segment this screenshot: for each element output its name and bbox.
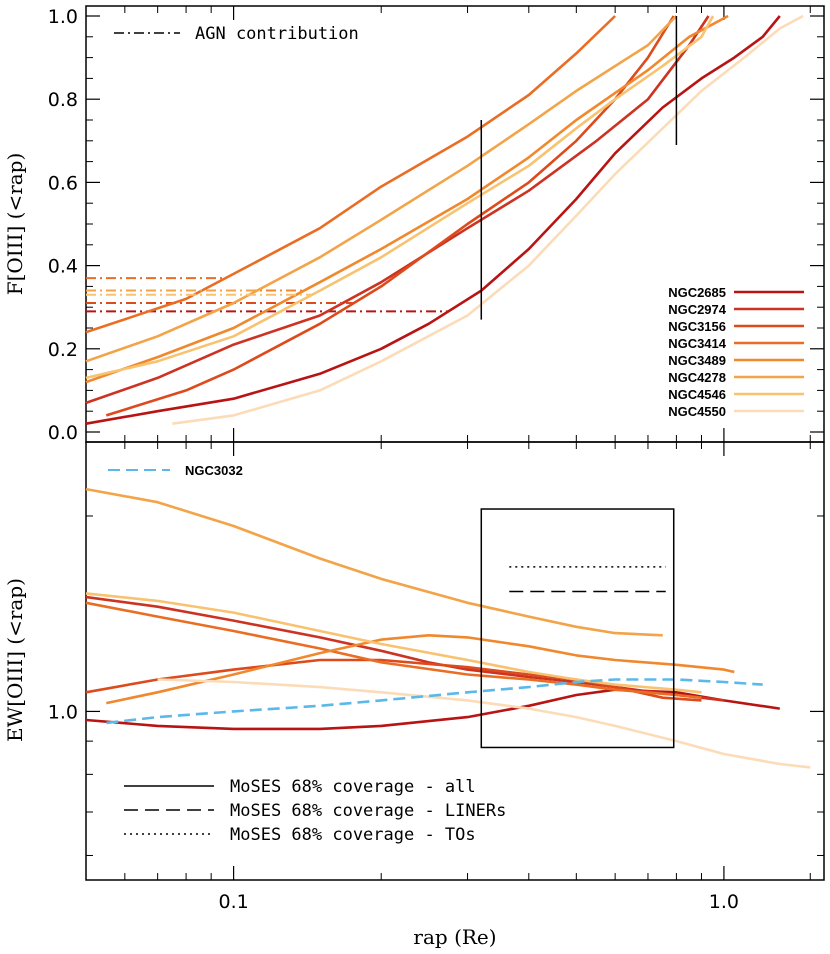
- series-top-ngc2974: [85, 15, 710, 405]
- legend-label-ngc3489: NGC3489: [668, 353, 726, 368]
- bottom-ylabel: EW[OIII] (<rap): [3, 578, 27, 742]
- legend-label-ngc4550: NGC4550: [668, 404, 726, 419]
- series-bottom-ngc4546: [85, 592, 702, 694]
- galaxy-legend: NGC2685 NGC2974 NGC3156 NGC3414 NGC3489 NGC42…: [668, 285, 804, 419]
- xtick-label: 0.1: [218, 891, 248, 913]
- series-top-ngc3489: [85, 14, 729, 384]
- moses-all-box: [480, 508, 675, 749]
- xlabel: rap (Re): [413, 925, 496, 949]
- series-top-ngc4546: [85, 15, 715, 380]
- series-top-ngc4550: [172, 14, 804, 425]
- series-bottom-ngc3032: [106, 678, 763, 725]
- bottom-series-group: [85, 487, 811, 769]
- top-ytick-label: 0.0: [48, 422, 78, 444]
- legend-label-ngc2974: NGC2974: [668, 302, 727, 317]
- legend-label-ngc3156: NGC3156: [668, 319, 726, 334]
- series-top-ngc4278: [85, 15, 678, 363]
- series-bottom-ngc3489: [106, 634, 735, 705]
- legend-label-ngc3414: NGC3414: [668, 336, 727, 351]
- series-top-ngc2685: [85, 15, 781, 425]
- top-ylabel: F[OIII] (<rap): [3, 153, 27, 296]
- series-bottom-ngc4278: [85, 487, 663, 637]
- moses-legend: MoSES 68% coverage - all MoSES 68% covera…: [124, 777, 506, 845]
- series-bottom-ngc2685: [85, 688, 780, 731]
- moses-legend-label-dashed: MoSES 68% coverage - LINERs: [230, 801, 506, 821]
- legend-label-ngc4546: NGC4546: [668, 387, 726, 402]
- bottom-ytick-label: 1.0: [48, 701, 78, 723]
- bottom-panel-frame: [85, 441, 825, 881]
- bottom-axis-ticks: 0.1 1.0 1.0: [48, 442, 824, 913]
- top-ytick-label: 0.6: [48, 172, 78, 194]
- moses-legend-label-dotted: MoSES 68% coverage - TOs: [230, 825, 476, 845]
- series-bottom-ngc3414: [85, 601, 702, 699]
- top-ytick-label: 0.4: [48, 256, 78, 278]
- top-ytick-label: 1.0: [48, 6, 78, 28]
- xtick-label: 1.0: [709, 891, 739, 913]
- legend-label-ngc4278: NGC4278: [668, 370, 726, 385]
- top-ytick-label: 0.2: [48, 339, 78, 361]
- top-series-group: [85, 14, 804, 425]
- legend-label-ngc2685: NGC2685: [668, 285, 726, 300]
- moses-legend-label-solid: MoSES 68% coverage - all: [230, 777, 476, 797]
- ngc3032-legend-label: NGC3032: [185, 463, 243, 478]
- series-bottom-ngc4550: [157, 678, 811, 769]
- agn-legend-label: AGN contribution: [195, 24, 359, 44]
- top-ytick-label: 0.8: [48, 89, 78, 111]
- top-axis-ticks: 0.0 0.2 0.4 0.6 0.8 1.0: [48, 6, 824, 444]
- series-top-ngc3414: [85, 15, 617, 334]
